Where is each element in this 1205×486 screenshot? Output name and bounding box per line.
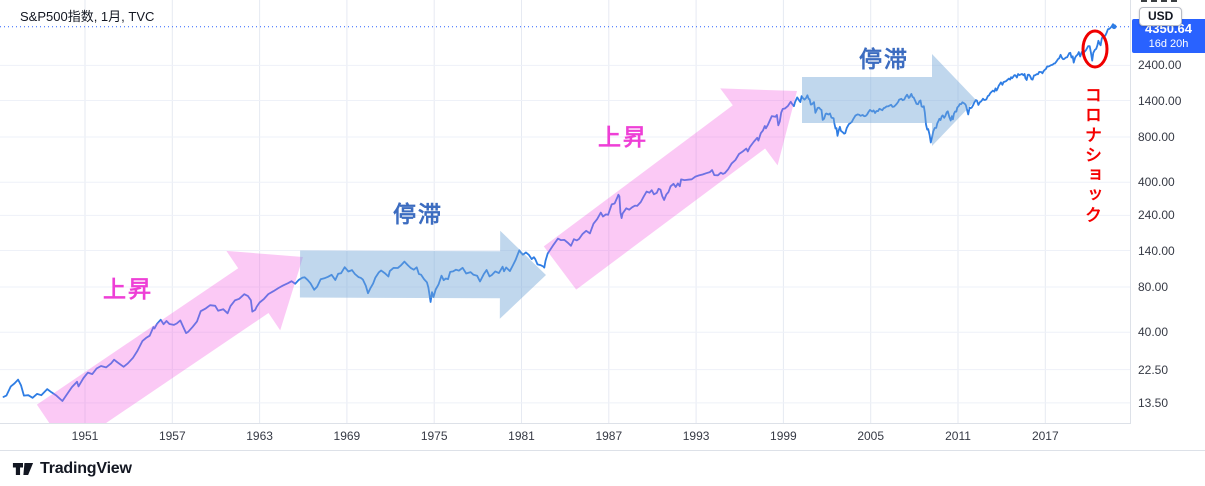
price-tick-label: 1400.00	[1138, 93, 1182, 108]
price-line-series	[2, 23, 1115, 402]
symbol-title: S&P500指数, 1月, TVC	[20, 9, 155, 24]
price-axis-separator	[1130, 0, 1131, 450]
currency-badge[interactable]: USD	[1139, 7, 1183, 26]
last-point-marker	[1111, 24, 1117, 30]
brand-name[interactable]: TradingView	[40, 459, 132, 477]
cropped-element-fragment	[1141, 0, 1179, 2]
time-tick-label: 1987	[595, 429, 623, 443]
time-tick-label: 1975	[420, 429, 448, 443]
stagnation-arrow-1	[299, 230, 546, 319]
price-tick-label: 140.00	[1138, 243, 1175, 258]
stagnation-label-2: 停滞	[859, 46, 909, 72]
time-tick-label: 1993	[682, 429, 710, 443]
price-tick-label: 22.50	[1138, 362, 1169, 377]
time-tick-label: 2011	[945, 429, 971, 443]
stagnation-arrow-2	[802, 54, 976, 146]
rise-label-1: 上昇	[103, 276, 153, 302]
annotation-arrows	[36, 54, 976, 423]
stagnation-label-1: 停滞	[393, 201, 443, 227]
price-tick-label: 13.50	[1138, 395, 1169, 410]
price-tick-label: 2400.00	[1138, 58, 1182, 73]
price-tick-label: 400.00	[1138, 175, 1175, 190]
rise-arrow-2	[543, 88, 797, 290]
tradingview-logo-icon[interactable]	[12, 459, 34, 479]
rise-arrow-1	[36, 250, 303, 423]
time-tick-label: 1969	[333, 429, 361, 443]
chart-plot-area[interactable]: S&P500指数, 1月, TVC 上昇 停滞 上昇 停滞 コロナショック	[0, 0, 1131, 423]
time-tick-label: 2017	[1031, 429, 1059, 443]
price-axis[interactable]: 2400.00 1400.00 800.00 400.00 240.00 140.00 80…	[1131, 0, 1205, 450]
price-tick-label: 40.00	[1138, 325, 1169, 340]
time-tick-label: 1951	[71, 429, 99, 443]
time-tick-label: 1957	[158, 429, 186, 443]
bar-countdown: 16d 20h	[1148, 37, 1189, 50]
corona-shock-label: コロナショック	[1082, 86, 1101, 226]
time-tick-label: 1981	[508, 429, 535, 443]
price-tick-label: 240.00	[1138, 208, 1175, 223]
footer: TradingView	[0, 451, 1205, 486]
time-tick-label: 2005	[857, 429, 885, 443]
corona-shock-circle	[1081, 29, 1109, 69]
time-axis[interactable]: 1951 1957 1963 1969 1975 1981 1987 1993 1999 2005…	[0, 423, 1205, 451]
time-tick-label: 1963	[246, 429, 273, 443]
price-tick-label: 800.00	[1138, 130, 1175, 144]
chart-canvas[interactable]	[0, 0, 1131, 423]
price-tick-label: 80.00	[1138, 280, 1169, 294]
rise-label-2: 上昇	[598, 124, 648, 150]
time-tick-label: 1999	[770, 429, 797, 443]
